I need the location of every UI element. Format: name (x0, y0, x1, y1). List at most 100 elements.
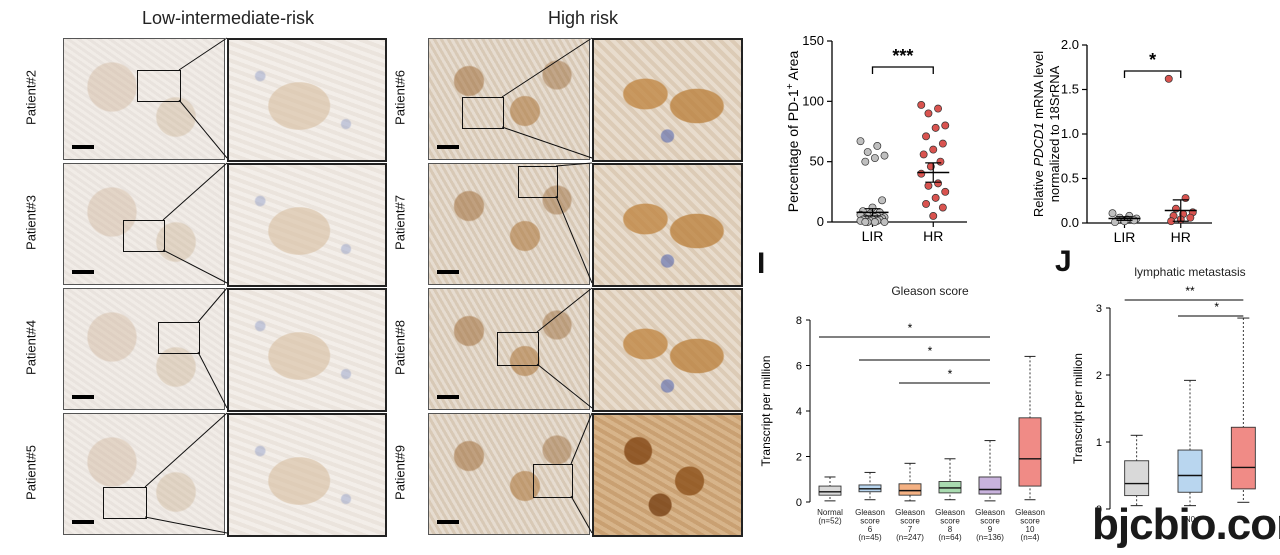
data-point (924, 109, 933, 118)
y-tick-label: 2 (1096, 370, 1102, 382)
y-axis-label: Relative PDCD1 mRNA level (1031, 51, 1046, 217)
zoom-region-box (137, 70, 181, 102)
zoom-region-box (462, 97, 504, 129)
x-category-label: LIR (1114, 229, 1136, 245)
scale-bar (437, 270, 459, 274)
x-category-label: Gleason (1015, 508, 1045, 517)
y-tick-label: 0 (796, 497, 802, 509)
y-tick-label: 150 (802, 33, 824, 48)
x-category-label: Normal (817, 508, 843, 517)
x-category-label: (n=4) (1021, 533, 1040, 542)
chart-title: Gleason score (891, 284, 969, 298)
x-category-label: score (980, 516, 1000, 525)
data-point (1108, 209, 1117, 218)
x-category-label: score (940, 516, 960, 525)
zoom-guide-line (570, 495, 593, 534)
box (1124, 460, 1150, 497)
scale-bar (72, 395, 94, 399)
zoom-guide-line (144, 516, 228, 534)
scale-bar (437, 395, 459, 399)
y-axis-label: Transcript per million (1071, 353, 1085, 464)
data-point (861, 157, 870, 166)
zoom-region-box (123, 220, 165, 252)
data-point (924, 181, 933, 190)
y-tick-label: 4 (796, 406, 802, 418)
data-point (938, 139, 947, 148)
significance-stars: ** (1185, 284, 1195, 298)
data-point (941, 121, 950, 130)
y-tick-label: 2.0 (1061, 37, 1079, 52)
zoom-guide-line (555, 162, 593, 167)
significance-bracket (871, 66, 934, 74)
high-risk-header: High risk (548, 8, 619, 28)
significance-stars: * (908, 321, 913, 335)
zoom-region-box (518, 166, 558, 198)
chart-title: lymphatic metastasis (1134, 265, 1245, 279)
lymphatic-metastasis-boxplot-chart: lymphatic metastasis 0 1 2 3 Transcript per m… (1071, 265, 1256, 524)
data-point (870, 154, 879, 162)
box (1177, 449, 1203, 493)
data-point (1164, 74, 1173, 83)
x-category-label: Gleason (975, 508, 1005, 517)
zoom-guide-line (536, 363, 593, 409)
x-category-label: score (900, 516, 920, 525)
data-point (919, 150, 928, 159)
data-point (863, 148, 872, 156)
y-tick-label: 1.0 (1061, 126, 1079, 141)
y-tick-label: 1 (1096, 437, 1102, 449)
zoom-guide-line (144, 412, 228, 488)
x-category-label: (n=45) (858, 533, 882, 542)
x-category-label: (n=64) (938, 533, 962, 542)
ihc-overview-image (428, 163, 590, 285)
ihc-overview-image (63, 38, 225, 160)
ihc-overview-image (428, 413, 590, 535)
zoom-region-box (103, 487, 147, 519)
data-point (922, 132, 930, 141)
significance-stars: * (1214, 300, 1219, 314)
data-point (880, 218, 889, 226)
data-point (1110, 218, 1119, 227)
data-point (873, 142, 882, 150)
x-category-label: Gleason (935, 508, 965, 517)
zoom-region-box (533, 464, 573, 498)
data-point (931, 123, 940, 132)
y-axis-label: Transcript per million (759, 356, 773, 467)
x-category-label: 9 (988, 525, 993, 534)
x-category-label: HR (1171, 229, 1191, 245)
y-tick-label: 2 (796, 452, 802, 464)
significance-stars: * (928, 344, 933, 358)
ihc-zoom-image (227, 38, 387, 162)
y-tick-label: 0.0 (1061, 215, 1079, 230)
y-tick-label: 1.5 (1061, 82, 1079, 97)
zoom-guide-line (178, 37, 228, 71)
data-point (1181, 194, 1190, 203)
ihc-zoom-image (592, 288, 743, 412)
x-category-label: 6 (868, 525, 873, 534)
zoom-region-box (158, 322, 200, 354)
data-point (931, 193, 940, 202)
x-category-label: 8 (948, 525, 953, 534)
zoom-guide-line (178, 99, 228, 159)
data-point (861, 218, 870, 226)
data-point (880, 151, 889, 160)
low-risk-header: Low-intermediate-risk (142, 8, 315, 28)
scale-bar (72, 145, 94, 149)
panel-label-i: I (757, 247, 766, 280)
y-axis-label-line2: normalized to 18SrRNA (1047, 65, 1062, 202)
ihc-zoom-image (592, 413, 743, 537)
box (898, 483, 922, 496)
data-point (941, 187, 950, 196)
x-category-label: HR (923, 228, 943, 244)
zoom-guide-line (555, 195, 593, 284)
y-tick-label: 3 (1096, 303, 1102, 315)
significance-stars: * (948, 367, 953, 381)
ihc-overview-image (428, 288, 590, 410)
zoom-guide-line (197, 351, 228, 409)
data-point (934, 179, 942, 188)
ihc-overview-image (63, 163, 225, 285)
zoom-guide-line (501, 126, 593, 159)
y-tick-label: 0 (1096, 504, 1102, 516)
data-point (870, 218, 879, 226)
watermark: bjcbio.com (1092, 500, 1280, 549)
x-category-label: (n=136) (976, 533, 1004, 542)
